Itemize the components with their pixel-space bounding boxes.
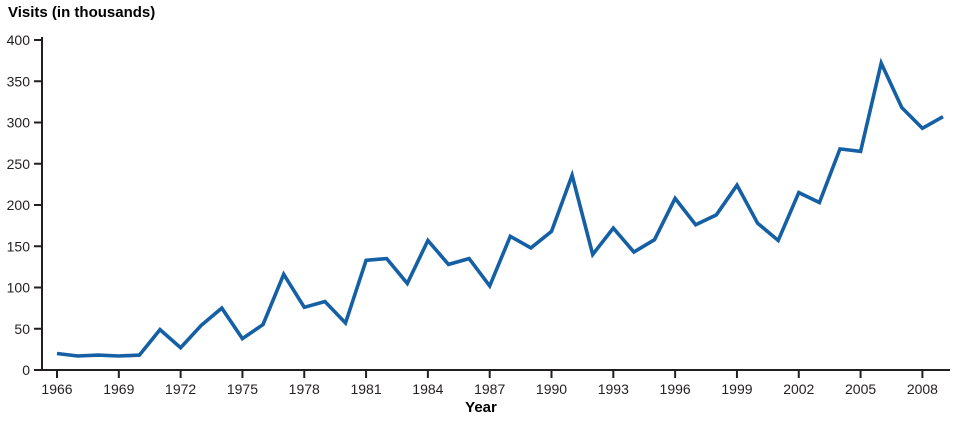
x-tick-label: 1990 (536, 381, 567, 397)
x-tick-label: 1972 (165, 381, 196, 397)
plot-area: 0 50 100 150 200 250 300 350 400 1966 1969 1972 1975… (7, 32, 950, 397)
y-tick-label: 150 (7, 238, 31, 254)
x-axis-title: Year (465, 399, 497, 416)
y-tick-label: 50 (14, 321, 30, 337)
y-tick-label: 0 (22, 362, 30, 378)
visits-line-series (56, 57, 944, 358)
y-tick-label: 300 (7, 115, 31, 131)
x-tick-label: 1966 (41, 381, 72, 397)
y-tick-label: 200 (7, 197, 31, 213)
x-tick-label: 2008 (907, 381, 938, 397)
x-tick-label: 1984 (412, 381, 443, 397)
x-tick-label: 2002 (783, 381, 814, 397)
x-tick-label: 1981 (350, 381, 381, 397)
x-tick-label: 1987 (474, 381, 505, 397)
chart-title: Visits (in thousands) (8, 4, 155, 21)
x-tick-label: 1975 (227, 381, 258, 397)
x-tick-label: 1969 (103, 381, 134, 397)
x-tick-label: 1993 (598, 381, 629, 397)
x-tick-label: 1999 (721, 381, 752, 397)
x-tick-label: 2005 (845, 381, 876, 397)
y-tick-label: 100 (7, 280, 31, 296)
y-tick-label: 400 (7, 32, 31, 48)
y-tick-label: 350 (7, 73, 31, 89)
x-tick-label: 1996 (660, 381, 691, 397)
y-tick-label: 250 (7, 156, 31, 172)
x-tick-label: 1978 (289, 381, 320, 397)
